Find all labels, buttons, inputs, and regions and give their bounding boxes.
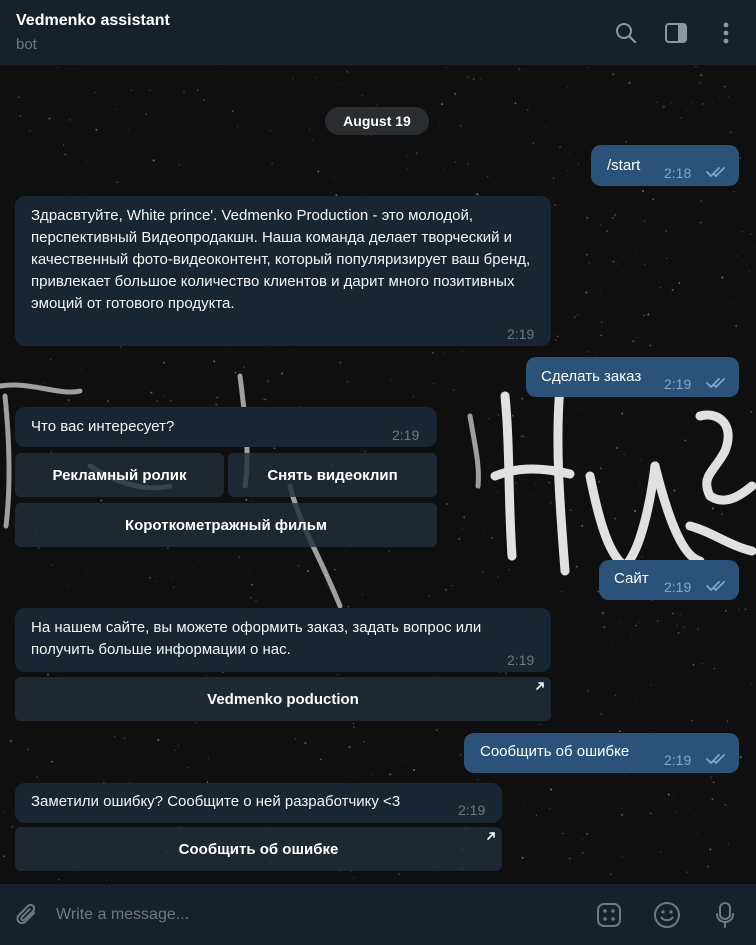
search-button[interactable]: [612, 19, 640, 47]
read-receipt-icon: [706, 378, 725, 388]
inline-button-ad-video[interactable]: Рекламный ролик: [15, 453, 224, 497]
emoji-button[interactable]: [652, 900, 682, 930]
bot-commands-button[interactable]: [594, 900, 624, 930]
message-time: 2:19: [507, 652, 535, 668]
sidebar-toggle-icon: [665, 22, 687, 43]
sidebar-toggle-button[interactable]: [662, 19, 690, 47]
read-receipt-icon: [706, 167, 725, 177]
inline-button-music-video[interactable]: Снять видеоклип: [228, 453, 437, 497]
chat-area[interactable]: August 19 /start 2:18 Здрасвтуйте, White…: [0, 66, 756, 884]
outgoing-message[interactable]: Сайт 2:19: [599, 560, 739, 600]
inline-url-button-website[interactable]: Vedmenko poduction: [15, 677, 551, 721]
outgoing-message[interactable]: Сделать заказ 2:19: [526, 357, 739, 397]
chat-header: Vedmenko assistant bot: [0, 0, 756, 66]
message-text: Заметили ошибку? Сообщите о ней разработ…: [31, 793, 401, 810]
external-link-icon: [487, 832, 495, 840]
microphone-icon: [716, 901, 734, 928]
attach-button[interactable]: [12, 900, 42, 930]
message-time: 2:19: [507, 326, 535, 342]
composer-actions: [594, 900, 740, 930]
header-actions: [612, 19, 740, 47]
message-time: 2:19: [458, 802, 486, 818]
incoming-message[interactable]: Заметили ошибку? Сообщите о ней разработ…: [15, 783, 502, 823]
read-receipt-icon: [706, 581, 725, 591]
read-receipt-icon: [706, 754, 725, 764]
external-link-icon: [536, 682, 544, 690]
emoji-icon: [654, 901, 680, 928]
message-text: Здрасвтуйте, White prince'. Vedmenko Pro…: [31, 207, 531, 312]
incoming-message[interactable]: На нашем сайте, вы можете оформить заказ…: [15, 608, 551, 672]
message-text: Сообщить об ошибке: [480, 743, 630, 760]
attach-icon: [16, 903, 36, 924]
incoming-message[interactable]: Здрасвтуйте, White prince'. Vedmenko Pro…: [15, 196, 551, 346]
message-text: На нашем сайте, вы можете оформить заказ…: [31, 619, 482, 658]
message-text: Сделать заказ: [541, 368, 642, 385]
inline-button-short-film[interactable]: Короткометражный фильм: [15, 503, 437, 547]
incoming-message[interactable]: Что вас интересует? 2:19: [15, 407, 437, 447]
chat-title: Vedmenko assistant: [16, 12, 170, 29]
message-input[interactable]: [56, 894, 594, 935]
message-text: Что вас интересует?: [31, 418, 175, 435]
outgoing-message[interactable]: /start 2:18: [591, 145, 739, 186]
inline-button-label: Vedmenko poduction: [207, 690, 359, 708]
search-icon: [616, 22, 637, 43]
more-button[interactable]: [712, 19, 740, 47]
message-text: /start: [607, 157, 641, 174]
message-time: 2:19: [392, 427, 420, 443]
date-separator: August 19: [325, 107, 429, 135]
message-composer: [0, 884, 756, 945]
chat-title-block[interactable]: Vedmenko assistant bot: [16, 12, 170, 53]
more-vertical-icon: [723, 22, 729, 43]
message-time: 2:19: [664, 752, 692, 768]
voice-record-button[interactable]: [710, 900, 740, 930]
inline-button-label: Сообщить об ошибке: [178, 840, 339, 858]
message-time: 2:19: [664, 376, 692, 392]
message-time: 2:18: [664, 165, 692, 181]
inline-url-button-report-bug[interactable]: Сообщить об ошибке: [15, 827, 502, 871]
outgoing-message[interactable]: Сообщить об ошибке 2:19: [464, 733, 739, 773]
message-time: 2:19: [664, 579, 692, 595]
message-text: Сайт: [614, 570, 649, 587]
chat-subtitle: bot: [16, 36, 37, 53]
bot-commands-icon: [597, 902, 621, 927]
